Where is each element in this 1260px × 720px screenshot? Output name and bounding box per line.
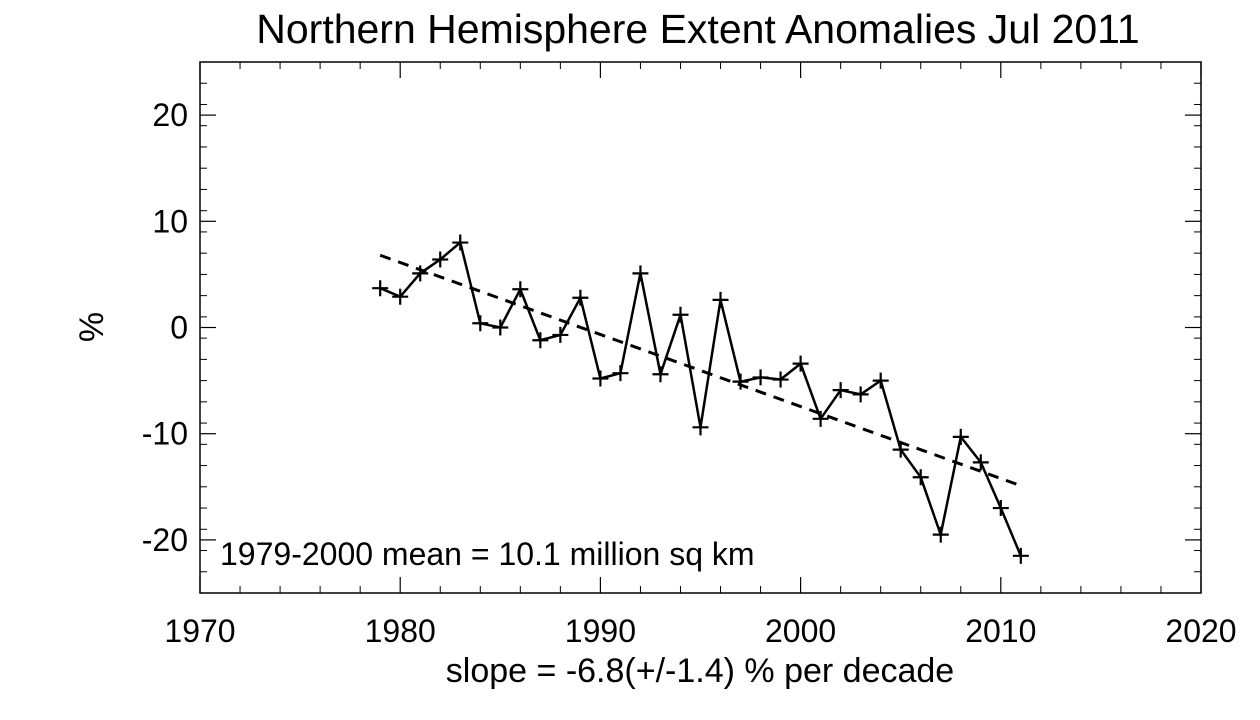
- data-point-marker: [832, 382, 849, 399]
- data-point-marker: [652, 366, 669, 383]
- data-point-marker: [612, 365, 629, 382]
- major-ticks: [199, 62, 1202, 593]
- x-tick-label: 1970: [164, 613, 235, 649]
- data-point-marker: [392, 288, 409, 305]
- y-tick-label: 10: [152, 203, 188, 239]
- mean-annotation: 1979-2000 mean = 10.1 million sq km: [220, 536, 755, 572]
- data-point-marker: [772, 371, 789, 388]
- trend-line: [379, 253, 1022, 488]
- data-point-marker: [692, 419, 709, 436]
- data-point-marker: [732, 373, 749, 390]
- series-layer: [372, 234, 1029, 564]
- y-tick-label: 0: [170, 310, 188, 346]
- data-point-marker: [672, 306, 689, 323]
- x-tick-label: 2020: [1165, 613, 1236, 649]
- x-tick-label: 1990: [565, 613, 636, 649]
- data-point-marker: [912, 469, 929, 486]
- data-point-marker: [712, 291, 729, 308]
- x-tick-label: 2010: [965, 613, 1036, 649]
- x-tick-label: 1980: [365, 613, 436, 649]
- data-point-marker: [792, 355, 809, 372]
- data-point-marker: [532, 332, 549, 349]
- data-point-marker: [492, 319, 509, 336]
- data-point-marker: [952, 428, 969, 445]
- data-point-marker: [892, 441, 909, 458]
- data-point-marker: [1012, 547, 1029, 564]
- data-point-marker: [372, 280, 389, 297]
- data-point-marker: [572, 289, 589, 306]
- data-point-marker: [512, 281, 529, 298]
- data-point-marker: [472, 315, 489, 332]
- data-point-marker: [872, 372, 889, 389]
- data-point-marker: [592, 370, 609, 387]
- data-point-marker: [852, 386, 869, 403]
- y-axis-label: %: [73, 312, 111, 342]
- y-tick-label: -10: [142, 416, 188, 452]
- chart-title: Northern Hemisphere Extent Anomalies Jul…: [256, 6, 1139, 52]
- data-point-marker: [552, 326, 569, 343]
- data-point-marker: [972, 454, 989, 471]
- data-point-marker: [432, 251, 449, 268]
- minor-ticks: [200, 62, 1201, 593]
- x-axis-label: slope = -6.8(+/-1.4) % per decade: [446, 652, 954, 690]
- data-point-marker: [812, 410, 829, 427]
- data-point-marker: [932, 526, 949, 543]
- y-tick-labels: -20 -10 0 10 20: [142, 97, 188, 558]
- data-point-marker: [992, 500, 1009, 517]
- x-tick-labels: 1970 1980 1990 2000 2010 2020: [164, 613, 1236, 649]
- x-tick-label: 2000: [765, 613, 836, 649]
- y-tick-label: 20: [152, 97, 188, 133]
- data-point-marker: [412, 265, 429, 282]
- data-point-marker: [452, 234, 469, 251]
- data-point-marker: [632, 265, 649, 282]
- y-tick-label: -20: [142, 522, 188, 558]
- plot-frame: [199, 61, 1202, 594]
- data-point-marker: [752, 369, 769, 386]
